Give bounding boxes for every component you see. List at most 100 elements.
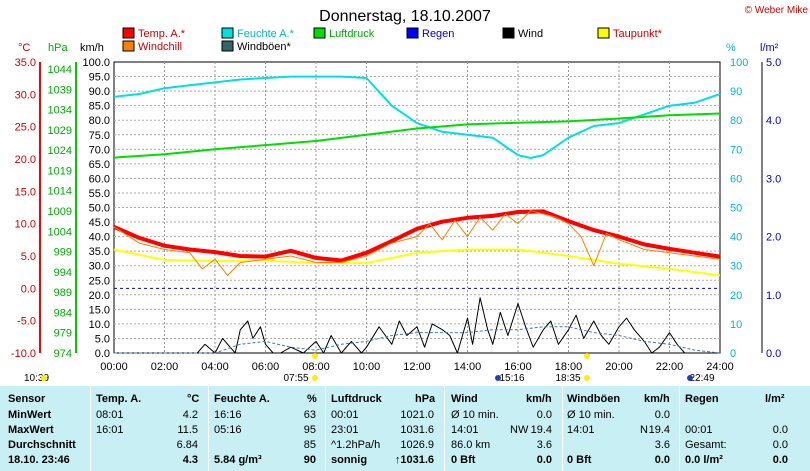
table-cell-label: MaxWert — [8, 424, 54, 436]
table-cell-g-time: Ø 10 min. — [567, 409, 615, 421]
x-tick-label: 18:00 — [555, 361, 583, 373]
press-tick-label: 994 — [54, 267, 72, 279]
x-tick-label: 10:00 — [353, 361, 381, 373]
temp-tick-label: 25.0 — [15, 122, 36, 134]
table-row: MinWert 08:01 4.2 16:16 63 00:01 1021.0 Ø 10 mi… — [0, 408, 810, 422]
rain-axis-label: l/m² — [760, 42, 779, 54]
hum-tick-label: 0 — [730, 348, 736, 360]
wind-tick-label: 5.0 — [95, 333, 110, 345]
press-tick-label: 984 — [54, 307, 72, 319]
table-cell-g-val: 3.6 — [654, 439, 670, 451]
temp-axis-label: °C — [18, 42, 30, 54]
hum-tick-label: 30 — [730, 261, 742, 273]
header-wind-unit: km/h — [526, 393, 552, 405]
wind-tick-label: 45.0 — [89, 217, 110, 229]
press-tick-label: 1044 — [48, 64, 72, 76]
table-cell-w-dir: NW — [510, 424, 529, 436]
header-press: Luftdruck — [331, 393, 382, 405]
table-cell-p-val: 1021.0 — [400, 409, 434, 421]
press-tick-label: 1014 — [48, 186, 72, 198]
press-tick-label: 1034 — [48, 105, 72, 117]
hum-tick-label: 40 — [730, 232, 742, 244]
wind-tick-label: 100.0 — [82, 57, 110, 69]
table-cell-p-val: 1031.6 — [400, 424, 434, 436]
table-cell-g-val: 0.0 — [654, 454, 670, 466]
table-cell-g-val: 19.4 — [648, 424, 670, 436]
table-cell-h-val: 85 — [303, 439, 316, 451]
temp-tick-label: 15.0 — [15, 186, 36, 198]
table-cell-w-time: 0 Bft — [451, 454, 476, 466]
rain-tick-label: 1.0 — [766, 290, 781, 302]
x-tick-label: 06:00 — [252, 361, 280, 373]
x-tick-label: 04:00 — [201, 361, 229, 373]
event-label: 18:35 — [555, 373, 580, 384]
hum-tick-label: 80 — [730, 115, 742, 127]
rain-tick-label: 4.0 — [766, 115, 781, 127]
wind-tick-label: 70.0 — [89, 144, 110, 156]
table-cell-w-time: 86.0 km — [451, 439, 491, 451]
header-rain: Regen — [685, 393, 719, 405]
legend-label: Regen — [422, 28, 454, 40]
wind-tick-label: 25.0 — [89, 275, 110, 287]
temp-tick-label: -10.0 — [11, 348, 36, 360]
chart-title: Donnerstag, 18.10.2007 — [319, 8, 491, 25]
x-tick-label: 00:00 — [100, 361, 128, 373]
x-tick-label: 20:00 — [605, 361, 633, 373]
wind-tick-label: 15.0 — [89, 304, 110, 316]
wind-tick-label: 35.0 — [89, 246, 110, 258]
header-gust: Windböen — [567, 393, 621, 405]
event-marker — [584, 375, 590, 381]
table-cell-p-time: ^1.2hPa/h — [331, 439, 381, 451]
table-row: Durchschnitt 6.84 85 ^1.2hPa/h 1026.9 86.0 km… — [0, 438, 810, 452]
wind-tick-label: 40.0 — [89, 232, 110, 244]
table-cell-w-val: 3.6 — [536, 439, 552, 451]
table-cell-p-val: 1026.9 — [400, 439, 434, 451]
table-cell-h-val: 63 — [303, 409, 316, 421]
legend-swatch — [502, 27, 515, 39]
table-cell-t-val: 4.3 — [182, 454, 198, 466]
press-tick-label: 989 — [54, 287, 72, 299]
series-line — [114, 326, 721, 354]
legend-swatch — [122, 27, 135, 39]
temp-tick-label: 5.0 — [21, 251, 36, 263]
wind-tick-label: 0.0 — [95, 348, 110, 360]
header-wind: Wind — [451, 393, 478, 405]
stats-table: Sensor Temp. A. °C Feuchte A. % Luftdruc… — [0, 386, 810, 471]
table-row: 18.10. 23:46 4.3 5.84 g/m³ 90 sonnig ↑1031.6 0… — [0, 453, 810, 467]
x-tick-label: 14:00 — [454, 361, 482, 373]
header-temp-unit: °C — [187, 393, 200, 405]
legend-swatch — [221, 40, 234, 52]
x-tick-label: 24:00 — [706, 361, 734, 373]
press-tick-label: 1004 — [48, 226, 72, 238]
table-cell-w-time: 14:01 — [451, 424, 479, 436]
wind-tick-label: 50.0 — [89, 203, 110, 215]
table-cell-r-val: 0.0 — [772, 454, 788, 466]
press-tick-label: 999 — [54, 247, 72, 259]
hum-axis-label: % — [726, 42, 736, 54]
table-cell-p-time: 23:01 — [331, 424, 359, 436]
table-cell-p-val: ↑1031.6 — [394, 454, 434, 466]
table-cell-t-val: 6.84 — [176, 439, 198, 451]
temp-tick-label: 10.0 — [15, 219, 36, 231]
wind-tick-label: 85.0 — [89, 101, 110, 113]
event-marker — [312, 375, 318, 381]
legend-swatch — [406, 27, 419, 39]
table-cell-p-time: sonnig — [331, 454, 368, 466]
header-sensor: Sensor — [8, 393, 46, 405]
table-cell-t-val: 11.5 — [177, 424, 198, 436]
press-tick-label: 1009 — [48, 206, 72, 218]
temp-tick-label: -5.0 — [17, 316, 36, 328]
table-cell-g-time: 14:01 — [567, 424, 595, 436]
press-tick-label: 1039 — [48, 84, 72, 96]
hum-tick-label: 20 — [730, 290, 742, 302]
table-cell-r-time: Gesamt: — [685, 439, 727, 451]
wind-tick-label: 75.0 — [89, 130, 110, 142]
temp-tick-label: 35.0 — [15, 57, 36, 69]
legend-label: Windböen* — [237, 41, 292, 53]
legend-label: Feuchte A.* — [237, 28, 295, 40]
event-label: 22:49 — [689, 373, 714, 384]
wind-axis-label: km/h — [80, 42, 104, 54]
table-cell-h-time: 05:16 — [214, 424, 242, 436]
event-marker — [312, 353, 318, 359]
legend-swatch — [122, 40, 135, 52]
